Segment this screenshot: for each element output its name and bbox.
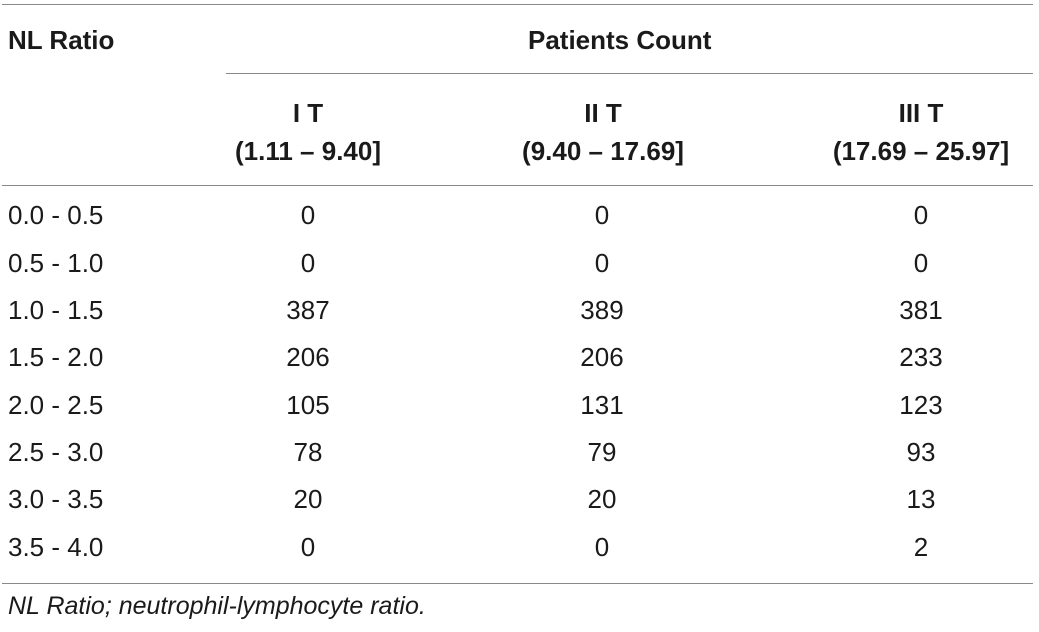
table-cell: 206 xyxy=(286,342,330,372)
table-cell: 381 xyxy=(899,295,943,325)
table-cell: 20 xyxy=(587,484,617,514)
row-label: 0.0 - 0.5 xyxy=(8,200,104,230)
table-cell: 123 xyxy=(899,390,943,420)
table-cell: 233 xyxy=(899,342,943,372)
table-footnote: NL Ratio; neutrophil-lymphocyte ratio. xyxy=(8,592,426,620)
table-cell: 79 xyxy=(587,437,617,467)
table-cell: 0 xyxy=(594,532,610,562)
row-label: 2.5 - 3.0 xyxy=(8,437,104,467)
table-cell: 387 xyxy=(286,295,330,325)
table-cell: 389 xyxy=(580,295,624,325)
table-cell: 0 xyxy=(300,248,316,278)
table-bottom-rule xyxy=(2,583,1033,584)
group-header-rule xyxy=(226,73,1033,74)
table-cell: 105 xyxy=(286,390,330,420)
table-cell: 2 xyxy=(913,532,929,562)
table-cell: 13 xyxy=(906,484,936,514)
table-cell: 0 xyxy=(594,200,610,230)
column-header-2-line2: (9.40 – 17.69] xyxy=(522,136,684,166)
column-header-3-line2: (17.69 – 25.97] xyxy=(832,136,1010,166)
table-cell: 0 xyxy=(594,248,610,278)
table-cell: 0 xyxy=(913,200,929,230)
row-label: 3.5 - 4.0 xyxy=(8,532,104,562)
row-label: 1.5 - 2.0 xyxy=(8,342,104,372)
row-label: 0.5 - 1.0 xyxy=(8,248,104,278)
table-cell: 0 xyxy=(913,248,929,278)
rowlabel-header: NL Ratio xyxy=(8,25,115,55)
table-cell: 0 xyxy=(300,200,316,230)
column-header-2: II T (9.40 – 17.69] xyxy=(473,94,733,170)
group-header: Patients Count xyxy=(528,25,712,55)
row-label: 2.0 - 2.5 xyxy=(8,390,104,420)
table-cell: 78 xyxy=(293,437,323,467)
column-header-1-line2: (1.11 – 9.40] xyxy=(235,136,381,166)
header-bottom-rule xyxy=(2,185,1033,186)
table-top-rule xyxy=(2,4,1033,5)
column-header-1: I T (1.11 – 9.40] xyxy=(178,94,438,170)
row-label: 1.0 - 1.5 xyxy=(8,295,104,325)
column-header-3-line1: III T xyxy=(898,98,944,128)
row-label: 3.0 - 3.5 xyxy=(8,484,104,514)
table-cell: 93 xyxy=(906,437,936,467)
table-cell: 0 xyxy=(300,532,316,562)
table-cell: 20 xyxy=(293,484,323,514)
table-cell: 131 xyxy=(580,390,624,420)
table-cell: 206 xyxy=(580,342,624,372)
column-header-3: III T (17.69 – 25.97] xyxy=(791,94,1039,170)
column-header-2-line1: II T xyxy=(584,98,622,128)
column-header-1-line1: I T xyxy=(292,98,324,128)
